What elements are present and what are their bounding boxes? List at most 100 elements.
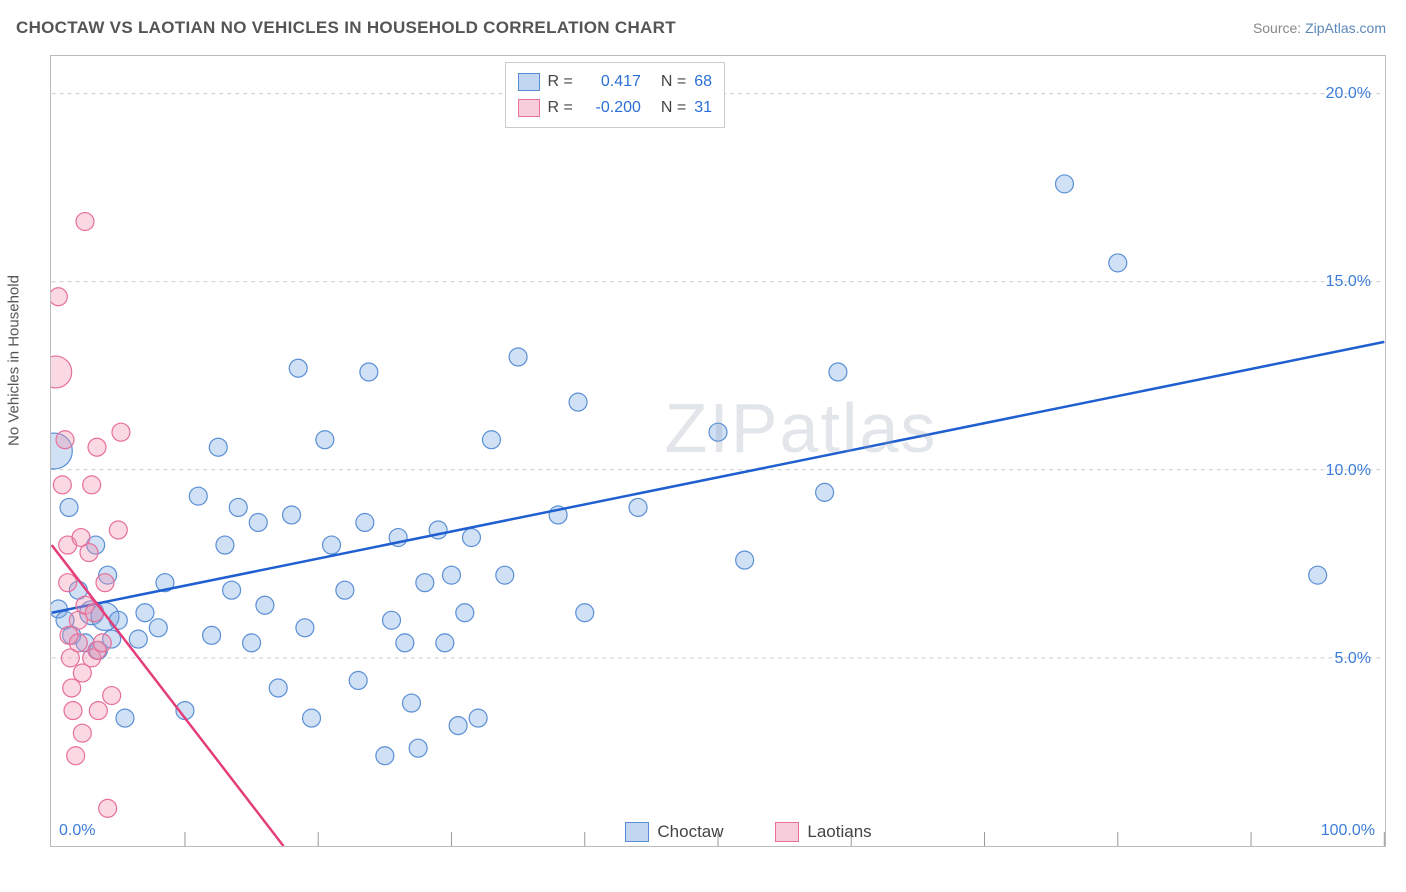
data-point [323, 536, 341, 554]
data-point [83, 476, 101, 494]
data-point [89, 702, 107, 720]
data-point [436, 634, 454, 652]
data-point [349, 671, 367, 689]
data-point [63, 679, 81, 697]
n-value: 68 [694, 69, 712, 95]
data-point [88, 438, 106, 456]
data-point [456, 604, 474, 622]
r-value: -0.200 [581, 95, 641, 121]
data-point [59, 574, 77, 592]
legend-swatch-icon [625, 822, 649, 842]
legend-label: Choctaw [657, 822, 723, 842]
source-attribution: Source: ZipAtlas.com [1253, 20, 1386, 36]
legend-label: Laotians [807, 822, 871, 842]
scatter-plot-svg [51, 56, 1385, 846]
n-value: 31 [694, 95, 712, 121]
data-point [56, 431, 74, 449]
stats-row: R = 0.417 N = 68 [518, 69, 712, 95]
data-point [216, 536, 234, 554]
data-point [60, 498, 78, 516]
data-point [189, 487, 207, 505]
data-point [80, 544, 98, 562]
data-point [249, 513, 267, 531]
trend-line [52, 342, 1385, 613]
data-point [96, 574, 114, 592]
data-point [736, 551, 754, 569]
data-point [1109, 254, 1127, 272]
data-point [209, 438, 227, 456]
data-point [462, 529, 480, 547]
y-tick-label: 5.0% [1335, 650, 1371, 668]
x-tick-label: 0.0% [59, 822, 95, 840]
stats-row: R = -0.200 N = 31 [518, 95, 712, 121]
y-axis-label: No Vehicles in Household [6, 275, 23, 446]
data-point [116, 709, 134, 727]
n-label: N = [661, 95, 686, 121]
data-point [336, 581, 354, 599]
data-point [829, 363, 847, 381]
data-point [51, 288, 67, 306]
data-point [109, 611, 127, 629]
data-point [376, 747, 394, 765]
y-tick-label: 10.0% [1326, 462, 1371, 480]
data-point [1056, 175, 1074, 193]
data-point [296, 619, 314, 637]
correlation-stats-box: R = 0.417 N = 68 R = -0.200 N = 31 [505, 62, 725, 128]
data-point [93, 634, 111, 652]
data-point [67, 747, 85, 765]
data-point [136, 604, 154, 622]
data-point [509, 348, 527, 366]
x-tick-label: 100.0% [1321, 822, 1375, 840]
data-point [283, 506, 301, 524]
data-point [53, 476, 71, 494]
data-point [223, 581, 241, 599]
y-tick-label: 20.0% [1326, 85, 1371, 103]
data-point [85, 604, 103, 622]
data-point [316, 431, 334, 449]
n-label: N = [661, 69, 686, 95]
data-point [76, 213, 94, 231]
r-label: R = [548, 69, 573, 95]
data-point [243, 634, 261, 652]
data-point [816, 483, 834, 501]
r-label: R = [548, 95, 573, 121]
data-point [403, 694, 421, 712]
data-point [449, 717, 467, 735]
data-point [709, 423, 727, 441]
data-point [112, 423, 130, 441]
r-value: 0.417 [581, 69, 641, 95]
legend-swatch-icon [775, 822, 799, 842]
legend-item: Choctaw [625, 822, 723, 842]
data-point [149, 619, 167, 637]
data-point [416, 574, 434, 592]
data-point [64, 702, 82, 720]
data-point [289, 359, 307, 377]
legend-item: Laotians [775, 822, 871, 842]
data-point [360, 363, 378, 381]
source-link[interactable]: ZipAtlas.com [1305, 20, 1386, 36]
data-point [469, 709, 487, 727]
chart-plot-area: ZIPatlas R = 0.417N = 68R = -0.200N = 31… [50, 55, 1386, 847]
data-point [409, 739, 427, 757]
data-point [303, 709, 321, 727]
data-point [442, 566, 460, 584]
data-point [569, 393, 587, 411]
data-point [109, 521, 127, 539]
data-point [496, 566, 514, 584]
data-point [383, 611, 401, 629]
data-point [203, 626, 221, 644]
data-point [99, 799, 117, 817]
data-point [69, 634, 87, 652]
data-point [356, 513, 374, 531]
data-point [256, 596, 274, 614]
data-point [73, 724, 91, 742]
data-point [103, 687, 121, 705]
data-point [396, 634, 414, 652]
series-swatch-icon [518, 73, 540, 91]
data-point [269, 679, 287, 697]
data-point [229, 498, 247, 516]
data-point [51, 356, 72, 388]
source-prefix: Source: [1253, 20, 1305, 36]
data-point [576, 604, 594, 622]
data-point [629, 498, 647, 516]
